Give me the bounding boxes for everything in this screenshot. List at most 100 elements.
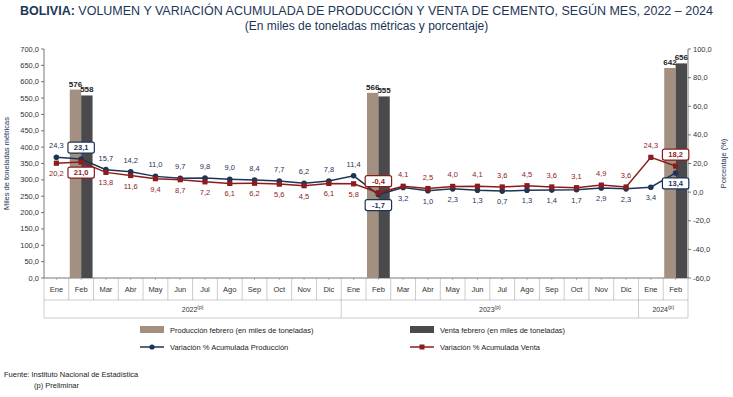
x-tick-label: Ago <box>520 285 533 294</box>
x-tick-label: Dic <box>323 285 334 294</box>
chart: BOLIVIA: VOLUMEN Y VARIACIÓN ACUMULADA D… <box>0 0 733 397</box>
table-line <box>291 278 292 300</box>
table-line <box>93 278 94 300</box>
line-label: 9,0 <box>225 163 235 172</box>
table-line <box>638 278 639 318</box>
year-label: 2023(p) <box>479 304 501 313</box>
table-line <box>539 278 540 300</box>
line-label: 4,1 <box>472 170 482 179</box>
y-tick <box>41 228 44 229</box>
y-tick-label: 500,0 <box>20 110 39 119</box>
y-tick-label: 400,0 <box>20 143 39 152</box>
x-tick-label: Sep <box>545 285 558 294</box>
year-part: 2024 <box>652 306 668 313</box>
x-tick <box>304 278 305 280</box>
line-label: 3,4 <box>646 193 656 202</box>
table-line <box>390 278 391 300</box>
line-label: 3,1 <box>571 172 581 181</box>
y-tick <box>41 65 44 66</box>
line-label: 8,4 <box>249 164 259 173</box>
line-label: 4,1 <box>398 170 408 179</box>
subtitle: (En miles de toneladas métricas y porcen… <box>245 19 488 33</box>
y-tick <box>41 278 44 279</box>
marker <box>326 181 331 186</box>
x-tick <box>601 278 602 280</box>
y2-tick <box>688 192 691 193</box>
line-label: 2,5 <box>423 173 433 182</box>
x-tick <box>254 278 255 280</box>
line-label: -0,4 <box>372 177 386 186</box>
label-box <box>662 149 688 160</box>
line-label: 4,5 <box>299 192 309 201</box>
marker <box>351 173 357 179</box>
marker <box>648 155 653 160</box>
legend-label: Producción febrero (en miles de tonelada… <box>170 326 314 335</box>
title: BOLIVIA: VOLUMEN Y VARIACIÓN ACUMULADA D… <box>20 3 713 18</box>
marker <box>500 184 505 189</box>
y-tick <box>41 261 44 262</box>
marker <box>673 163 678 168</box>
line-label: 2,3 <box>447 195 457 204</box>
x-tick <box>403 278 404 280</box>
x-tick-label: Oct <box>273 285 286 294</box>
marker <box>301 183 306 188</box>
x-tick <box>527 278 528 280</box>
line-label: 7,2 <box>200 188 210 197</box>
year-part: 2023 <box>479 306 495 313</box>
table-line <box>341 278 342 318</box>
line-label: 3,6 <box>547 171 557 180</box>
line-label: 20,2 <box>49 169 64 178</box>
x-tick-label: Oct <box>571 285 584 294</box>
x-tick <box>155 278 156 280</box>
x-tick <box>279 278 280 280</box>
marker <box>599 183 604 188</box>
source: Fuente: Instituto Nacional de Estadístic… <box>4 370 139 379</box>
x-tick <box>205 278 206 280</box>
line-label: 1,7 <box>571 196 581 205</box>
line-label: 5,6 <box>274 190 284 199</box>
line-label: 6,2 <box>249 189 259 198</box>
marker <box>178 177 183 182</box>
line-label: 24,3 <box>644 141 659 150</box>
label-box <box>662 178 688 189</box>
marker <box>574 185 579 190</box>
data-labels: 57656664255855565624,323,115,714,211,09,… <box>49 53 689 210</box>
table-line <box>266 278 267 300</box>
line-label: 21,0 <box>74 168 89 177</box>
table-line <box>514 278 515 300</box>
marker <box>524 187 530 193</box>
bar <box>81 95 92 278</box>
line-label: 2,3 <box>621 195 631 204</box>
marker <box>202 179 207 184</box>
marker <box>227 181 232 186</box>
x-tick-label: Nov <box>297 285 311 294</box>
y-tick-label: 700,0 <box>20 45 39 54</box>
line <box>56 157 675 194</box>
y-tick-label: 150,0 <box>20 224 39 233</box>
marker <box>401 184 406 189</box>
x-tick <box>180 278 181 280</box>
x-tick-label: Abr <box>422 285 434 294</box>
x-tick-label: Ene <box>347 285 360 294</box>
legend-label: Venta febrero (en miles de toneladas) <box>440 326 566 335</box>
x-tick-label: May <box>446 285 460 294</box>
table-line <box>663 278 664 300</box>
bar-label: 656 <box>675 53 689 62</box>
y-tick <box>41 130 44 131</box>
label-box <box>365 200 391 211</box>
title-part: VOLUMEN Y VARIACIÓN ACUMULADA DE PRODUCC… <box>75 3 713 18</box>
y2-tick <box>688 278 691 279</box>
y-tick-label: 50,0 <box>24 257 39 266</box>
x-tick-label: Mar <box>99 285 112 294</box>
x-tick <box>427 278 428 280</box>
y-tick <box>41 179 44 180</box>
y2-tick-label: 0,0 <box>693 188 703 197</box>
x-tick <box>328 278 329 280</box>
bar <box>70 90 81 278</box>
marker <box>79 159 84 164</box>
table-line <box>143 278 144 300</box>
y2-tick <box>688 106 691 107</box>
marker <box>475 184 480 189</box>
line-label: 4,0 <box>447 170 457 179</box>
legend-label: Variación % Acumulada Venta <box>440 343 541 352</box>
